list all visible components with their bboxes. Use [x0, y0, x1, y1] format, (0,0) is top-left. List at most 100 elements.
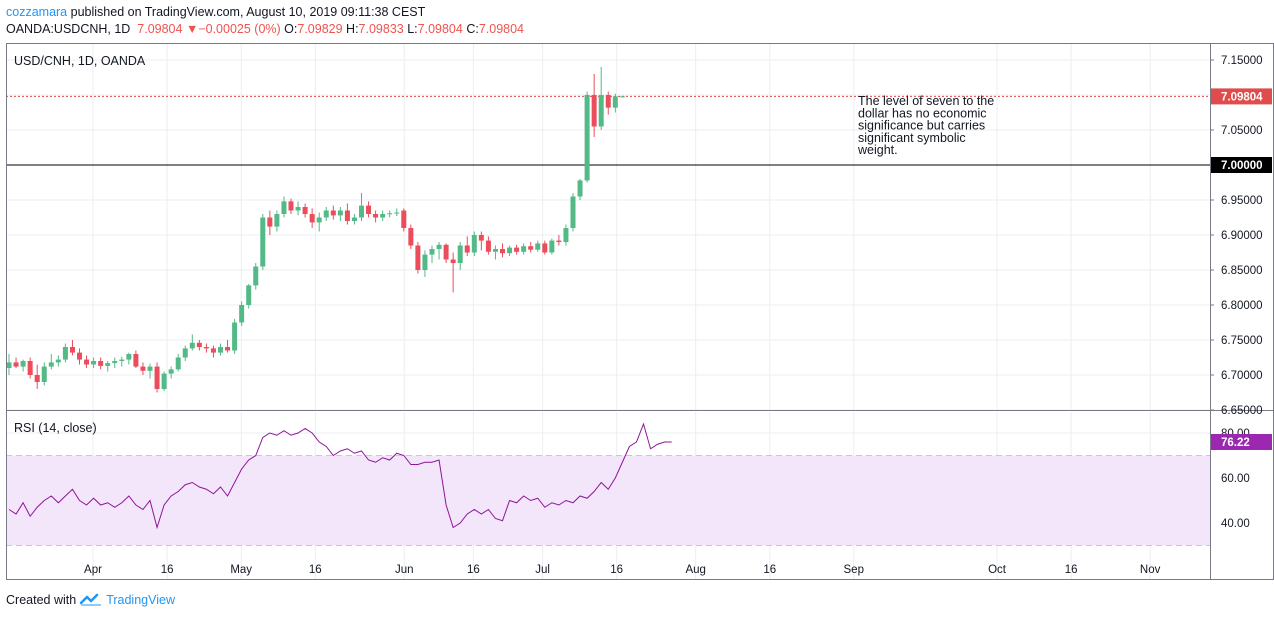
candle — [577, 179, 583, 200]
candle-body — [260, 217, 266, 267]
candle-body — [154, 366, 160, 389]
candle-body — [20, 361, 26, 367]
candle — [260, 214, 266, 270]
candle — [133, 350, 139, 368]
candle — [274, 210, 280, 232]
candle-body — [77, 352, 82, 360]
candle — [492, 245, 498, 260]
candle-body — [210, 348, 216, 353]
candle — [380, 210, 386, 221]
candle — [196, 340, 202, 351]
candle-body — [542, 243, 548, 253]
candle — [471, 231, 477, 256]
candle — [450, 252, 456, 293]
candle-body — [549, 240, 555, 253]
open-label: O: — [284, 22, 298, 36]
candle — [429, 245, 435, 263]
candle-body — [6, 362, 12, 368]
candle — [408, 224, 414, 249]
down-arrow-icon: ▼ — [185, 22, 199, 36]
candle-body — [189, 342, 195, 349]
price-tick-label: 6.85000 — [1221, 265, 1263, 277]
rsi-value-tag-text: 76.22 — [1221, 437, 1250, 449]
time-tick-label: Jun — [395, 564, 414, 576]
candle — [337, 207, 343, 221]
rsi-pane-title: RSI (14, close) — [14, 421, 97, 435]
tradingview-link[interactable]: TradingView — [106, 593, 175, 607]
chart-annotation: The level of seven to the dollar has no e… — [857, 94, 994, 157]
candle — [182, 345, 188, 361]
candle — [34, 364, 40, 389]
candle — [316, 212, 322, 232]
candle-body — [175, 357, 181, 370]
author-link[interactable]: cozzamara — [6, 5, 68, 19]
candle — [500, 243, 505, 258]
candle — [584, 91, 590, 183]
last-price-tag-text: 7.09804 — [1221, 91, 1263, 103]
candle-body — [203, 347, 209, 349]
price-tick-label: 6.80000 — [1221, 300, 1263, 312]
candle-body — [218, 347, 223, 353]
publish-info: cozzamara published on TradingView.com, … — [6, 5, 425, 19]
candle — [401, 208, 407, 232]
candle — [225, 340, 231, 353]
candle — [436, 242, 442, 260]
candle-body — [84, 359, 90, 365]
candle — [464, 236, 470, 256]
candle-body — [429, 249, 435, 255]
last-value: 7.09804 — [137, 22, 183, 36]
candle-body — [98, 361, 104, 366]
time-tick-label: Nov — [1140, 564, 1161, 576]
time-tick-label: 16 — [1065, 564, 1078, 576]
candle-body — [295, 207, 301, 211]
candle — [288, 198, 294, 214]
candle — [605, 91, 611, 115]
candle — [351, 214, 357, 225]
candle-body — [464, 245, 470, 253]
candle — [112, 357, 118, 368]
rsi-line — [8, 422, 672, 530]
time-tick-label: 16 — [161, 564, 174, 576]
candle — [457, 242, 463, 270]
candle — [84, 355, 90, 368]
candle — [415, 242, 421, 274]
candlestick-series — [6, 67, 625, 393]
time-tick-label: Aug — [685, 564, 705, 576]
candle-body — [323, 210, 329, 218]
candle-body — [196, 342, 202, 347]
candle-body — [485, 240, 491, 252]
time-axis[interactable]: Apr 16 May 16 Jun 16 Jul 16 Aug 16 Sep Oct 16 Nov — [84, 564, 1161, 576]
candle — [267, 210, 273, 235]
candle-body — [91, 361, 97, 365]
candle — [542, 240, 548, 255]
candle-body — [577, 180, 583, 197]
candle-body — [274, 214, 280, 227]
candle — [485, 236, 491, 255]
candle-body — [316, 217, 322, 223]
last-price-tag-bg — [1211, 88, 1272, 105]
candle — [77, 348, 82, 365]
candle-body — [500, 249, 505, 254]
seven-level-tag: 7.00000 — [1211, 157, 1272, 173]
candle — [62, 343, 68, 363]
high-label: H: — [346, 22, 359, 36]
candle — [373, 210, 379, 223]
time-tick-label: 16 — [610, 564, 623, 576]
candle — [478, 231, 484, 251]
candle-body — [168, 369, 174, 374]
candle-body — [161, 373, 167, 389]
candle-body — [239, 305, 245, 323]
low-label: L: — [407, 22, 418, 36]
candle — [556, 235, 562, 246]
candle-body — [309, 214, 315, 223]
seven-level-tag-text: 7.00000 — [1221, 160, 1263, 172]
candle-body — [119, 359, 125, 361]
candle — [366, 201, 372, 218]
candle-body — [401, 210, 407, 228]
candle — [41, 362, 47, 386]
price-axis[interactable]: 7.150007.100007.050007.000006.950006.900… — [1210, 55, 1272, 530]
candle-body — [471, 235, 477, 253]
candle-body — [288, 201, 294, 211]
candle-body — [27, 361, 33, 375]
